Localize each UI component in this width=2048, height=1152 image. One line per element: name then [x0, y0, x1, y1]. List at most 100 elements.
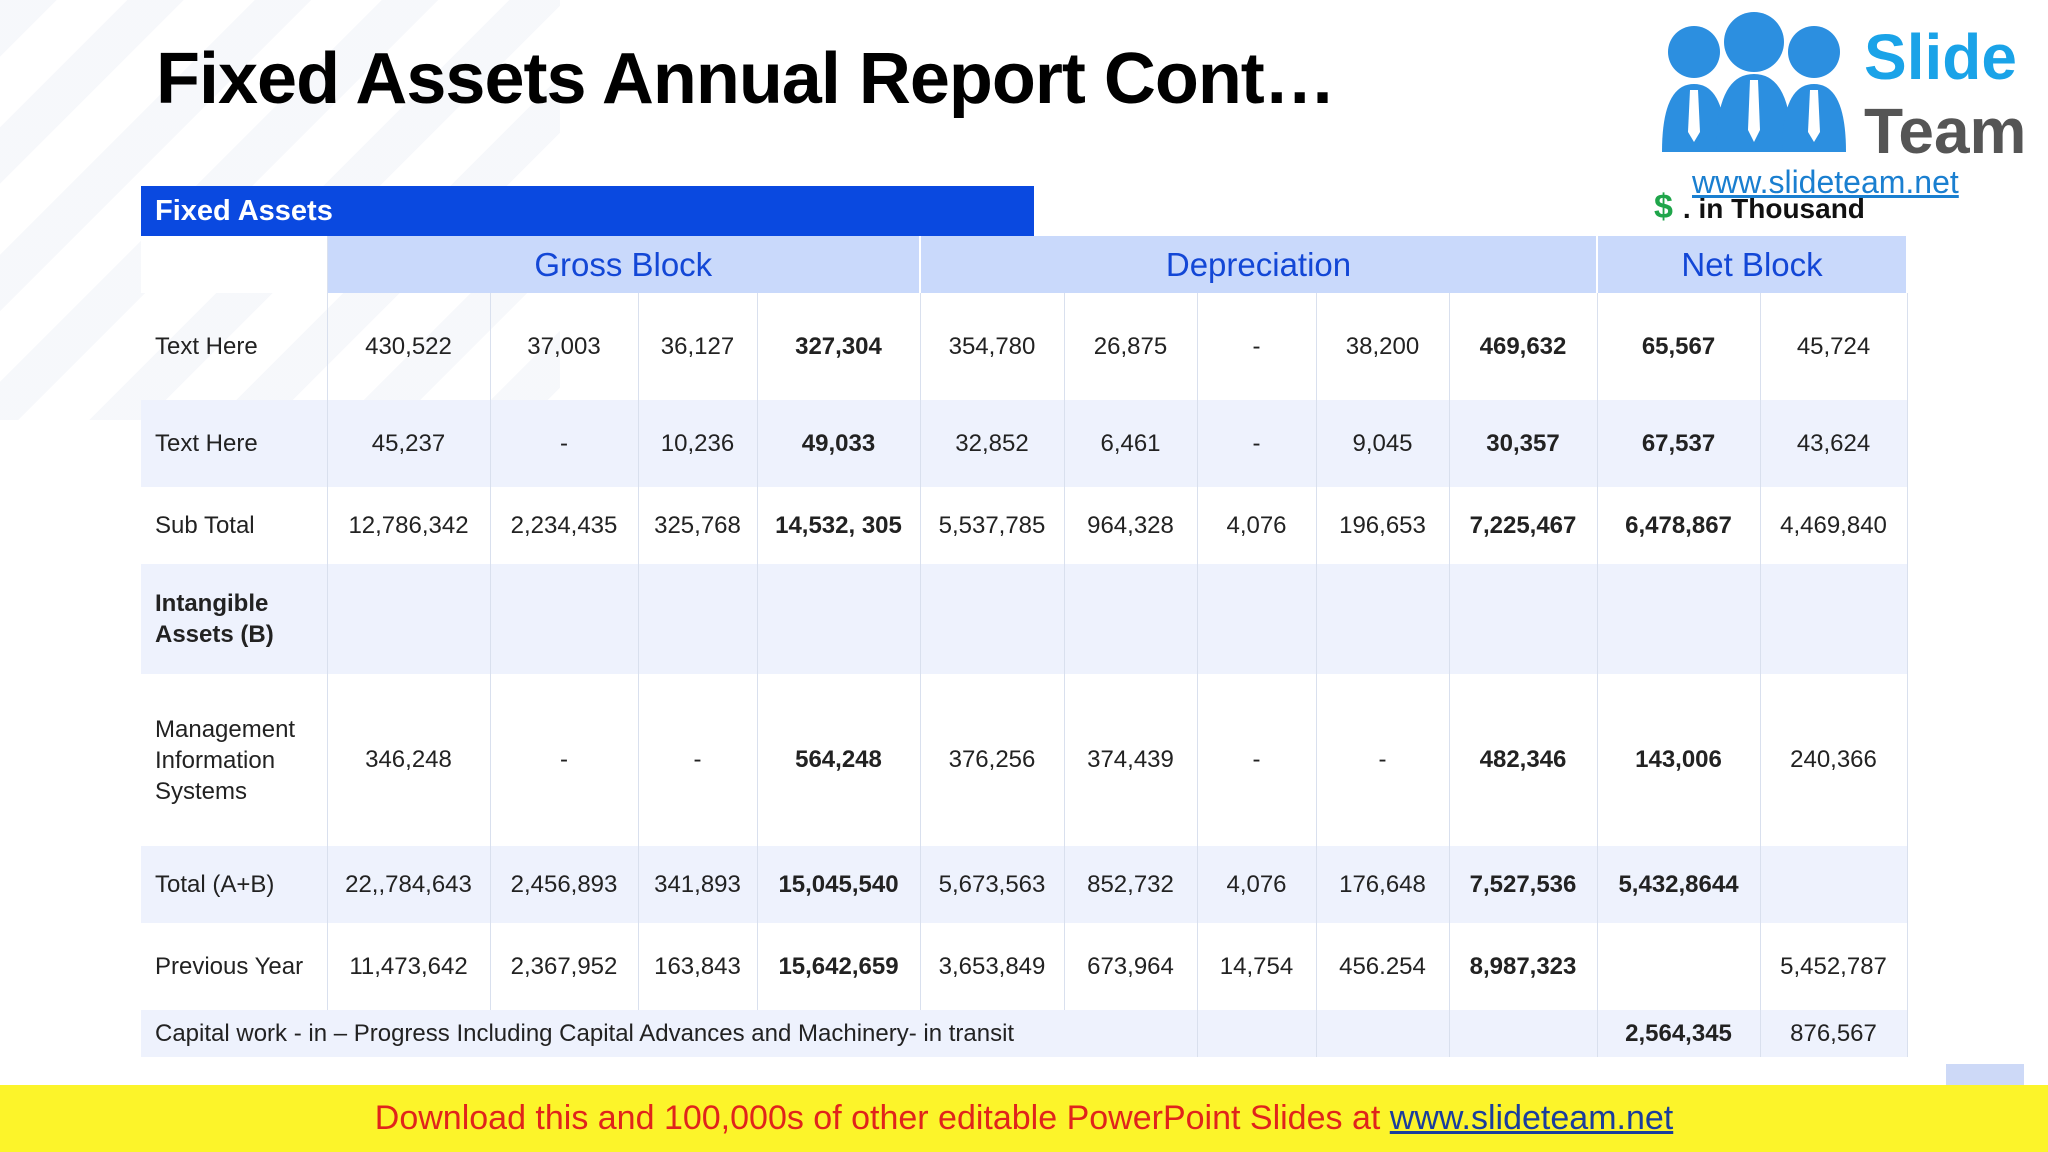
table-cell: [1597, 564, 1761, 674]
capital-work-label: Capital work - in – Progress Including C…: [141, 1010, 1198, 1057]
table-cell: 37,003: [490, 293, 639, 400]
table-cell: [1760, 564, 1908, 674]
table-cell: [1760, 846, 1908, 923]
table-cell: 45,724: [1760, 293, 1908, 400]
table-cell: 5,452,787: [1760, 923, 1908, 1010]
table-cell: [1064, 564, 1198, 674]
logo-slide-text: Slide: [1864, 21, 2017, 93]
download-banner[interactable]: Download this and 100,000s of other edit…: [0, 1085, 2048, 1152]
table-row: Previous Year 11,473,642 2,367,952 163,843 1…: [141, 923, 1908, 1010]
footer-text: Download this and 100,000s of other edit…: [374, 1099, 1390, 1137]
table-cell: 67,537: [1597, 400, 1761, 487]
table-cell: 196,653: [1316, 487, 1450, 564]
group-header-row: Gross Block Depreciation Net Block: [141, 236, 1909, 293]
table-row: Sub Total 12,786,342 2,234,435 325,768 14,53…: [141, 487, 1908, 564]
table-cell: -: [1197, 293, 1317, 400]
table-cell: 143,006: [1597, 674, 1761, 846]
table-cell: 482,346: [1449, 674, 1598, 846]
table-cell: 12,786,342: [327, 487, 491, 564]
table-cell: 327,304: [757, 293, 921, 400]
slideteam-logo[interactable]: Slide Team www.slideteam.net: [1640, 6, 2040, 200]
table-cell: [490, 564, 639, 674]
table-cell: [1597, 923, 1761, 1010]
table-cell: 341,893: [638, 846, 758, 923]
table-cell: 564,248: [757, 674, 921, 846]
table-body: Text Here 430,522 37,003 36,127 327,304 354,7…: [141, 293, 1908, 1010]
table-cell: 26,875: [1064, 293, 1198, 400]
logo-team-text: Team: [1864, 95, 2027, 167]
table-cell: [327, 564, 491, 674]
capital-work-row: Capital work - in – Progress Including C…: [141, 1010, 1908, 1057]
table-cell: 6,461: [1064, 400, 1198, 487]
table-cell: 2,456,893: [490, 846, 639, 923]
table-cell: 30,357: [1449, 400, 1598, 487]
table-cell: [1197, 564, 1317, 674]
table-cell: 32,852: [920, 400, 1065, 487]
row-label: Text Here: [141, 400, 328, 487]
row-label: Text Here: [141, 293, 328, 400]
dollar-icon: $: [1654, 188, 1673, 226]
table-cell: 163,843: [638, 923, 758, 1010]
table-cell: 430,522: [327, 293, 491, 400]
table-cell: 11,473,642: [327, 923, 491, 1010]
table-cell: -: [1197, 400, 1317, 487]
table-cell: -: [638, 674, 758, 846]
table-cell: 6,478,867: [1597, 487, 1761, 564]
table-cell: [757, 564, 921, 674]
unit-label: $ . in Thousand: [1654, 188, 1865, 227]
table-cell: 14,754: [1197, 923, 1317, 1010]
gross-block-header: Gross Block: [327, 236, 921, 293]
row-label: Sub Total: [141, 487, 328, 564]
table-cell: 346,248: [327, 674, 491, 846]
table-cell: 852,732: [1064, 846, 1198, 923]
people-icon: [1662, 12, 1846, 152]
table-cell: [1197, 1010, 1317, 1057]
table-cell: 376,256: [920, 674, 1065, 846]
table-cell: -: [1197, 674, 1317, 846]
depreciation-header: Depreciation: [920, 236, 1599, 293]
table-cell: [920, 564, 1065, 674]
table-cell: 36,127: [638, 293, 758, 400]
table-cell: 456.254: [1316, 923, 1450, 1010]
table-cell: 9,045: [1316, 400, 1450, 487]
row-label: Total (A+B): [141, 846, 328, 923]
table-cell: 325,768: [638, 487, 758, 564]
table-cell: 469,632: [1449, 293, 1598, 400]
table-cell: 7,527,536: [1449, 846, 1598, 923]
table-cell: 673,964: [1064, 923, 1198, 1010]
table-cell: [1316, 564, 1450, 674]
table-cell: [638, 564, 758, 674]
table-cell: 5,432,8644: [1597, 846, 1761, 923]
table-cell: 49,033: [757, 400, 921, 487]
header-blank-cell: [141, 236, 328, 293]
table-row: Management Information Systems 346,248- -5…: [141, 674, 1908, 846]
row-label: Management Information Systems: [141, 674, 328, 846]
table-cell: 4,469,840: [1760, 487, 1908, 564]
page-title: Fixed Assets Annual Report Cont…: [156, 39, 1336, 119]
net-block-header: Net Block: [1597, 236, 1909, 293]
table-cell: -: [1316, 674, 1450, 846]
table-cell: [1449, 1010, 1598, 1057]
table-row: Text Here 430,522 37,003 36,127 327,304 354,7…: [141, 293, 1908, 400]
capital-net-block-1: 2,564,345: [1597, 1010, 1761, 1057]
table-cell: 14,532, 305: [757, 487, 921, 564]
row-label: Intangible Assets (B): [141, 564, 328, 674]
table-cell: 4,076: [1197, 846, 1317, 923]
table-cell: 10,236: [638, 400, 758, 487]
table-row: Text Here 45,237-10,236 49,033 32,852 6,461-…: [141, 400, 1908, 487]
table-cell: 4,076: [1197, 487, 1317, 564]
table-cell: 38,200: [1316, 293, 1450, 400]
footer-link[interactable]: www.slideteam.net: [1389, 1099, 1674, 1137]
table-cell: 45,237: [327, 400, 491, 487]
table-cell: 22,,784,643: [327, 846, 491, 923]
table-cell: 7,225,467: [1449, 487, 1598, 564]
table-cell: [1449, 564, 1598, 674]
logo-url-link[interactable]: www.slideteam.net: [1692, 164, 1959, 200]
row-label: Previous Year: [141, 923, 328, 1010]
table-cell: -: [490, 674, 639, 846]
table-cell: 15,642,659: [757, 923, 921, 1010]
table-cell: 43,624: [1760, 400, 1908, 487]
unit-text: . in Thousand: [1682, 193, 1865, 224]
fixed-assets-table: Gross Block Depreciation Net Block Text …: [141, 236, 1909, 1057]
section-header: Fixed Assets: [141, 186, 1034, 236]
